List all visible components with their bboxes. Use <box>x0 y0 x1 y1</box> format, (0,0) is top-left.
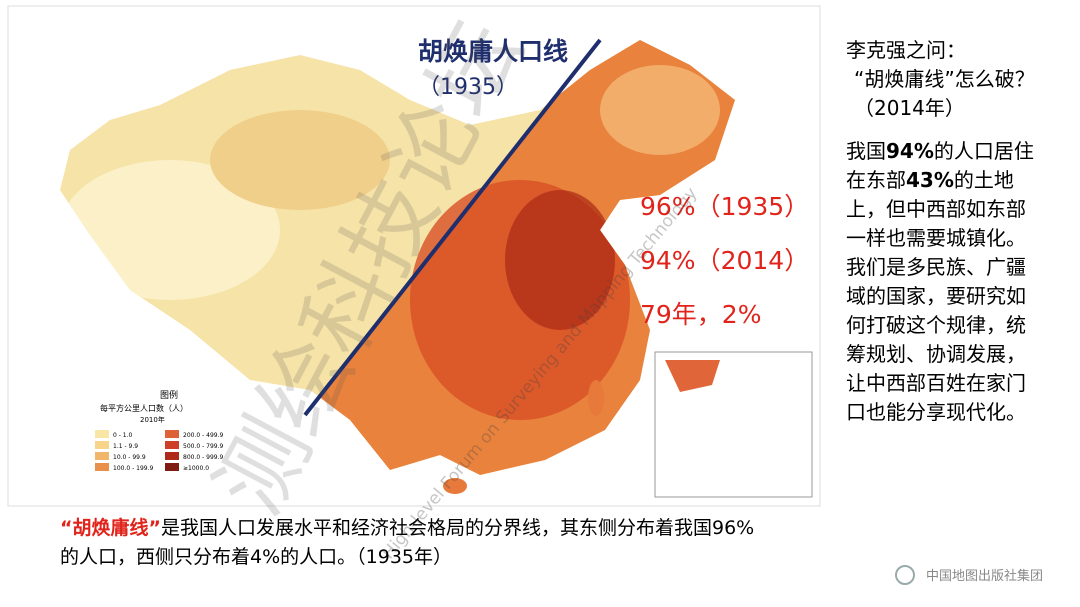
legend-label: ≥1000.0 <box>183 465 209 472</box>
caption-text: 是我国人口发展水平和经济社会格局的分界线，其东侧分布着我国96%的人口，西侧只分… <box>60 517 755 568</box>
sidebar-heading: 李克强之问： <box>846 38 966 62</box>
legend-title: 图例 <box>160 389 178 401</box>
legend-year: 2010年 <box>140 415 165 424</box>
legend-label: 10.0 - 99.9 <box>113 454 146 461</box>
sidebar-text: 的土地上，但中西部如东部一样也需要城镇化。我们是多民族、广疆域的国家，要研究如何… <box>846 168 1026 424</box>
taiwan <box>588 380 604 416</box>
legend-label: 100.0 - 199.9 <box>113 465 154 472</box>
legend-label: 500.0 - 799.9 <box>183 443 224 450</box>
stat: 94%（2014） <box>640 246 809 275</box>
sidebar-text: 的人口居住在东部 <box>846 139 1034 192</box>
sidebar: 李克强之问： “胡焕庸线”怎么破？（2014年） 我国94%的人口居住在东部43… <box>846 36 1036 427</box>
legend-label: 800.0 - 999.9 <box>183 454 224 461</box>
legend-swatch <box>165 452 179 460</box>
line-year: （1935） <box>418 75 518 100</box>
legend: 图例 每平方公里人口数（人） 2010年 0 - 1.0 1.1 - 9.9 10.… <box>95 389 224 472</box>
legend-swatch <box>95 463 109 471</box>
inset-land <box>665 360 720 392</box>
legend-swatch <box>165 430 179 438</box>
legend-swatch <box>95 441 109 449</box>
legend-swatch <box>165 463 179 471</box>
sidebar-emphasis: 94% <box>886 139 934 163</box>
stat: 79年，2% <box>640 300 761 329</box>
legend-swatch <box>95 430 109 438</box>
legend-subtitle: 每平方公里人口数（人） <box>100 403 188 413</box>
line-label: 胡焕庸人口线 <box>418 37 568 66</box>
hainan <box>443 478 467 494</box>
legend-label: 200.0 - 499.9 <box>183 432 224 439</box>
stat: 96%（1935） <box>640 192 809 221</box>
legend-swatch <box>95 452 109 460</box>
caption: “胡焕庸线”是我国人口发展水平和经济社会格局的分界线，其东侧分布着我国96%的人… <box>60 514 760 572</box>
sidebar-text: 我国 <box>846 139 886 163</box>
sidebar-body: 我国94%的人口居住在东部43%的土地上，但中西部如东部一样也需要城镇化。我们是… <box>846 137 1036 427</box>
sidebar-question: “胡焕庸线”怎么破？（2014年） <box>854 67 1035 120</box>
publisher-logo <box>895 565 915 585</box>
legend-label: 0 - 1.0 <box>113 432 133 439</box>
legend-label: 1.1 - 9.9 <box>113 443 138 450</box>
sidebar-emphasis: 43% <box>906 168 954 192</box>
hu-line <box>303 38 602 417</box>
caption-highlight: “胡焕庸线” <box>60 517 161 539</box>
publisher: 中国地图出版社集团 <box>926 568 1043 584</box>
stats: 96%（1935） 94%（2014） 79年，2% <box>640 192 809 329</box>
legend-swatch <box>165 441 179 449</box>
